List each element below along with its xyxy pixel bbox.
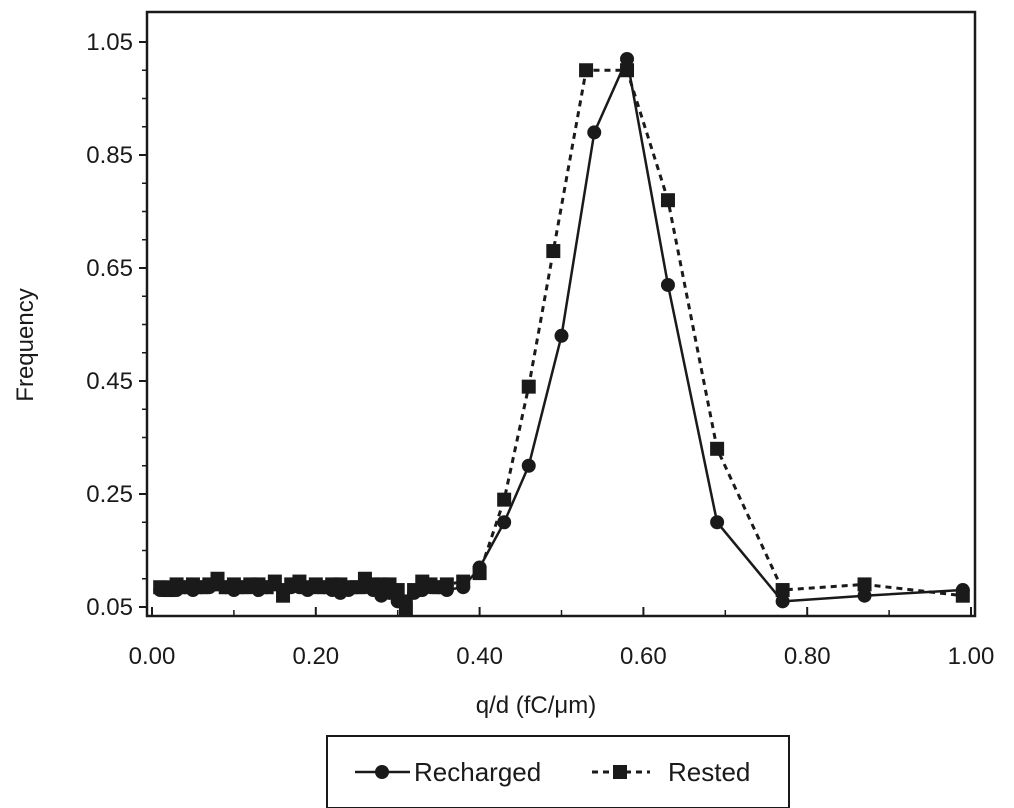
data-point-rested [579, 63, 594, 78]
data-point-rested [710, 441, 725, 456]
data-point-recharged [710, 515, 725, 530]
data-point-rested [497, 492, 512, 507]
data-point-rested [267, 574, 282, 589]
y-tick-label: 0.25 [86, 481, 133, 508]
data-point-recharged [587, 125, 602, 140]
data-point-rested [398, 602, 413, 617]
data-point-rested [472, 566, 487, 581]
y-tick-label: 1.05 [86, 29, 133, 56]
legend: Recharged Rested [326, 735, 790, 808]
y-axis-ticks: 0.05 0.25 0.45 0.65 0.85 1.05 [86, 29, 147, 621]
x-axis-title: q/d (fC/μm) [476, 692, 597, 719]
data-point-recharged [660, 277, 675, 292]
x-tick-label: 0.40 [456, 643, 503, 670]
legend-rested-marker [613, 765, 627, 779]
data-point-rested [456, 574, 471, 589]
x-tick-label: 1.00 [948, 643, 995, 670]
x-axis-ticks: 0.00 0.20 0.40 0.60 0.80 1.00 [129, 607, 995, 670]
data-point-recharged [554, 328, 569, 343]
y-axis-title: Frequency [12, 288, 39, 401]
data-point-rested [955, 588, 970, 603]
data-point-rested [390, 583, 405, 598]
x-tick-label: 0.60 [620, 643, 667, 670]
plot-frame [145, 10, 977, 618]
data-point-rested [857, 577, 872, 592]
data-point-rested [660, 193, 675, 208]
data-point-recharged [620, 51, 635, 66]
y-tick-label: 0.65 [86, 255, 133, 282]
data-point-rested [276, 588, 291, 603]
data-point-recharged [857, 588, 872, 603]
y-tick-label: 0.45 [86, 368, 133, 395]
data-point-recharged [497, 515, 512, 530]
data-point-recharged [775, 594, 790, 609]
x-tick-label: 0.80 [784, 643, 831, 670]
x-tick-label: 0.20 [292, 643, 339, 670]
y-tick-label: 0.85 [86, 142, 133, 169]
data-point-recharged [521, 458, 536, 473]
y-tick-label: 0.05 [86, 594, 133, 621]
legend-recharged-label: Recharged [414, 757, 541, 787]
data-point-rested [620, 63, 635, 78]
data-point-rested [439, 577, 454, 592]
legend-recharged-marker [375, 765, 389, 779]
legend-rested-label: Rested [668, 757, 750, 787]
data-point-rested [546, 244, 561, 259]
series-layer [153, 51, 970, 617]
data-point-rested [521, 379, 536, 394]
data-point-rested [775, 583, 790, 598]
x-tick-label: 0.00 [129, 643, 176, 670]
